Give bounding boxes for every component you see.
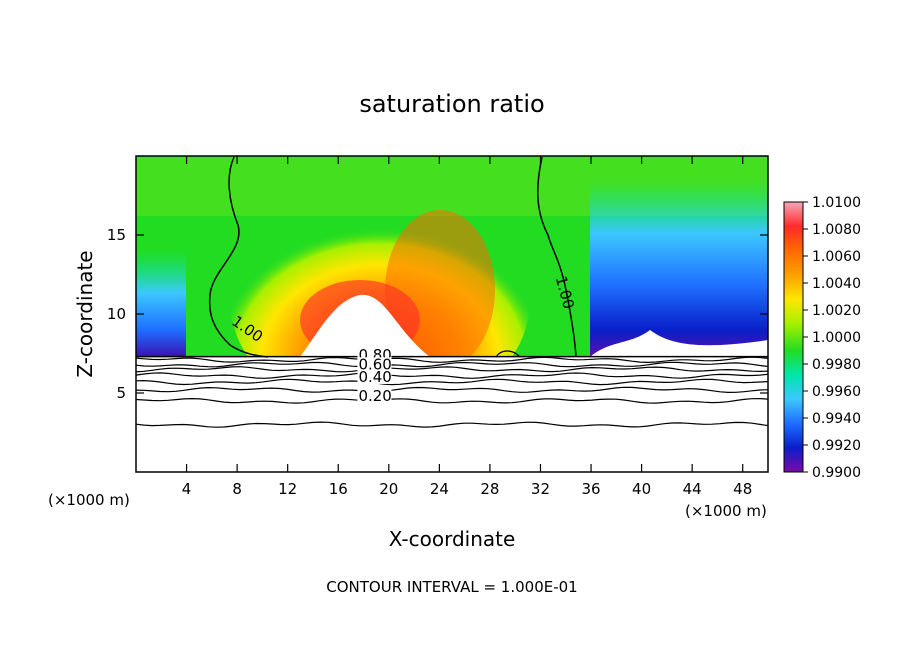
colorbar-label: 0.9900 xyxy=(812,465,861,481)
contour-1-small xyxy=(495,350,521,358)
contour-labels: 1.001.000.800.600.400.20 xyxy=(229,274,578,405)
contour-line-below xyxy=(135,372,769,379)
x-tick-label: 40 xyxy=(632,480,651,498)
x-unit-right: (×1000 m) xyxy=(685,502,767,520)
colorbar-label: 1.0000 xyxy=(812,330,861,346)
x-tick-label: 20 xyxy=(379,480,398,498)
contour-line-below xyxy=(135,397,769,404)
colorbar-labels: 1.0100 1.0080 1.0060 1.0040 1.0020 1.0000 0.99… xyxy=(803,195,861,481)
colorbar-label: 1.0100 xyxy=(812,195,861,211)
colorbar-label: 0.9960 xyxy=(812,384,861,400)
contour-line-below xyxy=(135,378,769,386)
x-tick-label: 32 xyxy=(531,480,550,498)
x-unit-left: (×1000 m) xyxy=(48,491,130,509)
contour-label: 0.20 xyxy=(358,387,391,405)
x-axis-ticks: 4 8 12 16 20 24 28 32 36 40 44 48 xyxy=(182,156,752,498)
colorbar-label: 0.9980 xyxy=(812,357,861,373)
contour-label-bg xyxy=(357,388,392,403)
x-axis-label: X-coordinate xyxy=(389,527,516,551)
y-tick-label: 5 xyxy=(116,384,126,402)
contour-1-left xyxy=(208,156,269,358)
contour-line-below xyxy=(135,356,769,364)
contour-line-below xyxy=(135,366,769,373)
contour-line-below xyxy=(135,386,769,394)
x-tick-label: 48 xyxy=(733,480,752,498)
saturation-field xyxy=(136,156,768,357)
contour-label-bg xyxy=(357,357,392,372)
colorbar-label: 1.0040 xyxy=(812,276,861,292)
colorbar-label: 0.9940 xyxy=(812,411,861,427)
clear-air-right xyxy=(590,330,768,357)
colorbar xyxy=(783,201,804,473)
y-tick-label: 15 xyxy=(107,226,126,244)
chart-title: saturation ratio xyxy=(359,90,544,118)
colorbar-label: 1.0060 xyxy=(812,249,861,265)
x-tick-label: 12 xyxy=(278,480,297,498)
x-tick-label: 28 xyxy=(480,480,499,498)
contour-line-below xyxy=(135,421,769,428)
x-tick-label: 4 xyxy=(182,480,192,498)
y-axis-ticks: 5 10 15 xyxy=(107,226,768,402)
y-axis-label: Z-coordinate xyxy=(73,250,97,377)
x-tick-label: 24 xyxy=(430,480,449,498)
contour-1-right xyxy=(537,156,577,358)
x-tick-label: 16 xyxy=(329,480,348,498)
colorbar-label: 1.0020 xyxy=(812,303,861,319)
x-tick-label: 36 xyxy=(581,480,600,498)
clear-air-dome xyxy=(300,294,430,357)
colorbar-label: 1.0080 xyxy=(812,222,861,238)
x-tick-label: 8 xyxy=(232,480,242,498)
contour-label-bg xyxy=(357,369,392,384)
lower-contours xyxy=(135,355,769,428)
contour-interval-note: CONTOUR INTERVAL = 1.000E-01 xyxy=(326,578,577,596)
contour-line-below xyxy=(135,361,769,368)
colorbar-label: 0.9920 xyxy=(812,438,861,454)
contour-label: 0.60 xyxy=(358,355,391,373)
y-tick-label: 10 xyxy=(107,305,126,323)
contour-label: 0.40 xyxy=(358,368,391,386)
x-tick-label: 44 xyxy=(683,480,702,498)
